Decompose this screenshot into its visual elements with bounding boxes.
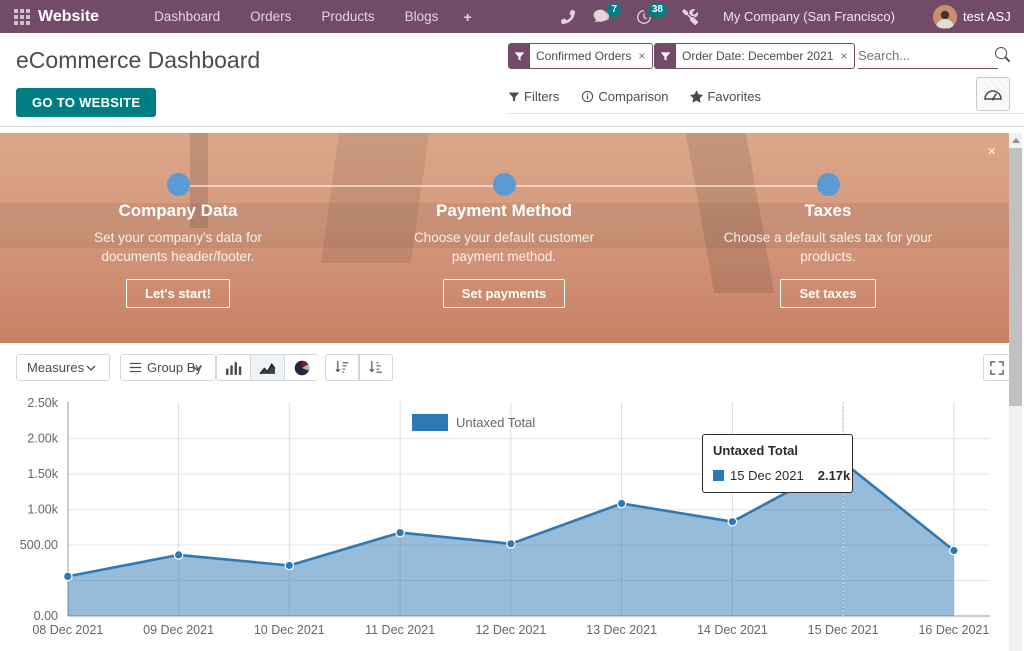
svg-text:16 Dec 2021: 16 Dec 2021 (918, 623, 989, 637)
svg-text:14 Dec 2021: 14 Dec 2021 (697, 623, 768, 637)
svg-text:500.00: 500.00 (20, 538, 58, 552)
svg-text:2.00k: 2.00k (27, 432, 58, 446)
svg-text:10 Dec 2021: 10 Dec 2021 (254, 623, 325, 637)
svg-text:15 Dec 2021: 15 Dec 2021 (808, 623, 879, 637)
svg-text:1.50k: 1.50k (27, 467, 58, 481)
svg-text:2.50k: 2.50k (27, 396, 58, 410)
svg-text:09 Dec 2021: 09 Dec 2021 (143, 623, 214, 637)
svg-text:11 Dec 2021: 11 Dec 2021 (365, 623, 435, 637)
svg-text:12 Dec 2021: 12 Dec 2021 (475, 623, 546, 637)
svg-text:13 Dec 2021: 13 Dec 2021 (586, 623, 657, 637)
svg-text:08 Dec 2021: 08 Dec 2021 (32, 623, 103, 637)
svg-text:0.00: 0.00 (34, 609, 58, 623)
svg-text:1.00k: 1.00k (27, 503, 58, 517)
